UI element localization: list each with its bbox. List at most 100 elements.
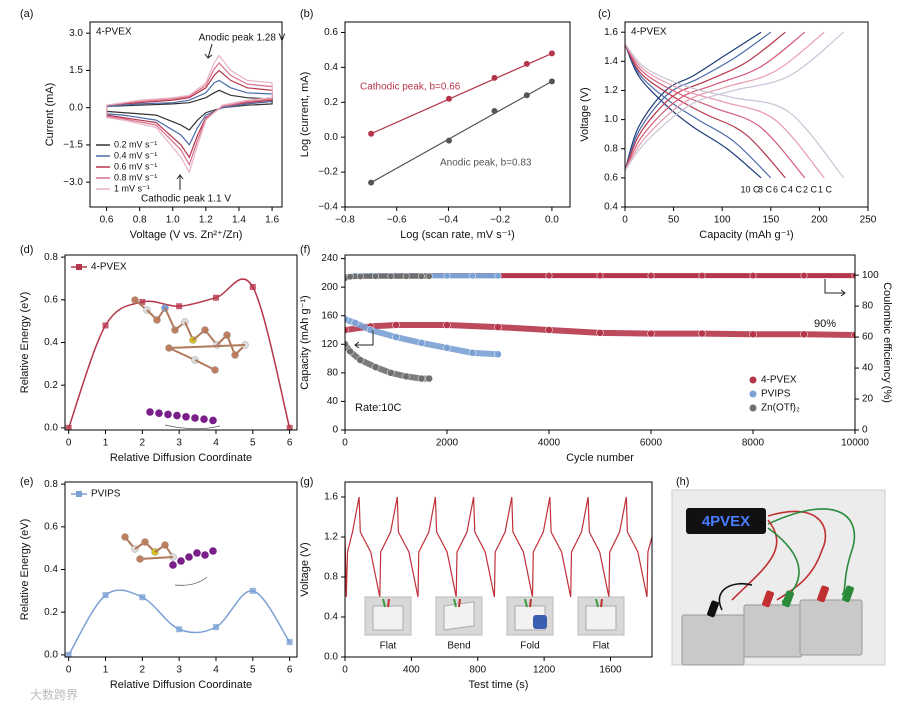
x-tick-label: 1200 bbox=[533, 665, 556, 676]
annotation: 90% bbox=[814, 318, 836, 330]
y-tick-label: 0.0 bbox=[44, 423, 58, 434]
decoration bbox=[718, 583, 753, 611]
decoration bbox=[201, 551, 209, 559]
x-tick-label: 0 bbox=[66, 438, 72, 449]
capacity-point bbox=[392, 333, 400, 341]
capacity-point bbox=[356, 356, 365, 364]
capacity-point bbox=[351, 319, 359, 327]
capacity-point bbox=[346, 347, 354, 356]
data-point bbox=[523, 92, 530, 99]
x-tick-label: −0.8 bbox=[335, 215, 355, 226]
charge-curve bbox=[625, 31, 762, 171]
cv-curve bbox=[106, 54, 273, 174]
legend-marker bbox=[749, 376, 757, 384]
plot-frame bbox=[89, 21, 283, 208]
panel-label: (b) bbox=[300, 8, 313, 20]
annotation: Cathodic peak 1.1 V bbox=[141, 194, 231, 205]
ce-point bbox=[545, 272, 553, 280]
x-tick-label: 0 bbox=[342, 665, 348, 676]
decoration bbox=[686, 508, 766, 534]
decoration bbox=[707, 600, 719, 618]
capacity-point bbox=[345, 340, 349, 349]
ce-point bbox=[698, 272, 706, 280]
decoration bbox=[146, 408, 154, 416]
legend-label: Zn(OTf)₂ bbox=[761, 403, 800, 414]
decoration bbox=[200, 415, 208, 424]
data-point bbox=[368, 130, 375, 137]
y2-axis-label: Coulombic efficiency (%) bbox=[881, 282, 893, 403]
y-tick-label: 3.0 bbox=[69, 28, 83, 39]
data-point bbox=[176, 626, 183, 633]
y-tick-label: 1.6 bbox=[324, 492, 338, 503]
x-tick-label: 1.0 bbox=[166, 215, 180, 226]
capacity-point bbox=[425, 374, 433, 383]
rate-label: 1 C bbox=[818, 184, 833, 194]
data-point bbox=[491, 74, 498, 81]
x-tick-label: 4 bbox=[213, 665, 219, 676]
y-axis-label: Relative Energy (eV) bbox=[19, 292, 31, 394]
ce-point bbox=[425, 272, 433, 280]
data-point bbox=[548, 50, 555, 57]
ce-point bbox=[418, 272, 425, 280]
y2-tick-label: 40 bbox=[862, 363, 874, 374]
cv-curve bbox=[106, 89, 273, 131]
x-tick-label: 5 bbox=[250, 665, 256, 676]
decoration bbox=[533, 615, 547, 629]
decoration bbox=[204, 43, 213, 59]
data-point bbox=[65, 424, 72, 430]
discharge-curve bbox=[625, 43, 772, 179]
y-tick-label: 0.0 bbox=[324, 132, 338, 143]
energy-curve bbox=[68, 589, 291, 656]
decoration bbox=[595, 598, 599, 608]
data-point bbox=[491, 108, 498, 115]
x-tick-label: 1.6 bbox=[265, 215, 279, 226]
x-tick-label: −0.4 bbox=[439, 215, 459, 226]
y2-tick-label: 20 bbox=[862, 394, 874, 405]
charge-curve bbox=[625, 31, 806, 171]
photo-label: Fold bbox=[520, 641, 539, 652]
cv-curve bbox=[106, 79, 273, 147]
legend-marker bbox=[76, 491, 82, 497]
x-axis-label: Relative Diffusion Coordinate bbox=[110, 452, 252, 464]
plot-area bbox=[368, 50, 555, 186]
y-tick-label: 0.0 bbox=[69, 102, 83, 113]
data-point bbox=[176, 303, 183, 310]
decoration bbox=[136, 555, 144, 563]
x-axis-label: Capacity (mAh g⁻¹) bbox=[699, 229, 793, 241]
x-tick-label: 3 bbox=[176, 665, 182, 676]
capacity-point bbox=[749, 330, 757, 339]
inset-label: 4-PVEX bbox=[631, 27, 667, 38]
capacity-line bbox=[345, 322, 855, 338]
y-tick-label: 0 bbox=[332, 425, 338, 436]
x-axis-label: Cycle number bbox=[566, 452, 634, 464]
y-tick-label: 1.2 bbox=[324, 532, 338, 543]
y-tick-label: −1.5 bbox=[63, 140, 83, 151]
plot-area bbox=[65, 587, 293, 657]
ce-point bbox=[387, 272, 395, 280]
x-tick-label: 6 bbox=[287, 438, 293, 449]
decoration bbox=[453, 598, 457, 608]
x-tick-label: 50 bbox=[668, 215, 680, 226]
legend-label: 4-PVEX bbox=[91, 262, 127, 273]
plot-area bbox=[345, 496, 652, 598]
decoration bbox=[176, 174, 184, 190]
ce-point bbox=[372, 272, 380, 280]
capacity-point bbox=[596, 329, 604, 337]
decoration bbox=[164, 307, 176, 331]
y-tick-label: 80 bbox=[327, 367, 339, 378]
x-tick-label: 6000 bbox=[640, 438, 663, 449]
x-tick-label: 800 bbox=[469, 665, 486, 676]
cv-curve bbox=[106, 62, 273, 167]
decoration bbox=[139, 556, 174, 560]
y-axis-label: Voltage (V) bbox=[299, 542, 311, 596]
y2-tick-label: 80 bbox=[862, 301, 874, 312]
rate-label: 2 C bbox=[803, 184, 818, 194]
y-axis-label: Voltage (V) bbox=[579, 87, 591, 141]
capacity-point bbox=[345, 315, 349, 324]
panel-label: (h) bbox=[676, 476, 689, 488]
decoration bbox=[168, 347, 196, 361]
ce-point bbox=[494, 272, 502, 280]
capacity-point bbox=[494, 323, 502, 331]
ce-point bbox=[800, 272, 808, 280]
panel-label: (d) bbox=[20, 244, 33, 256]
